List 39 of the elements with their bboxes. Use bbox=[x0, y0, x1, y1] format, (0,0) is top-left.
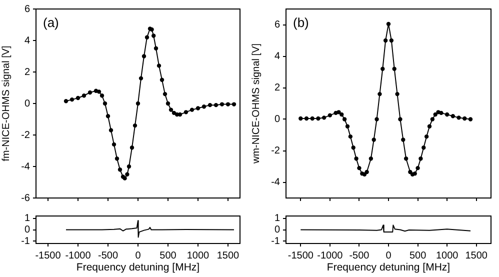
y-tick-label: 1 bbox=[24, 213, 30, 224]
x-tick-label: -1000 bbox=[65, 250, 92, 262]
y-tick-label: 0 bbox=[24, 224, 30, 236]
x-tick-label: 1000 bbox=[186, 250, 210, 262]
x-tick-label: -1500 bbox=[35, 250, 62, 262]
y-tick-label: 2 bbox=[24, 66, 30, 78]
y-tick-label: 4 bbox=[274, 51, 280, 62]
x-tick-label: 0 bbox=[135, 250, 142, 262]
y-tick-label: 4 bbox=[24, 35, 30, 46]
y-tick-label: 1 bbox=[274, 213, 280, 224]
x-tick-label: 1500 bbox=[216, 250, 240, 262]
x-tick-label: -500 bbox=[98, 250, 118, 262]
y-axis-title: wm-NICE-OHMS signal [V] bbox=[250, 43, 262, 165]
y-tick-label: -4 bbox=[21, 161, 30, 172]
x-axis-title: Frequency detuning [MHz] bbox=[326, 262, 450, 274]
y-tick-label: 0 bbox=[274, 114, 280, 125]
x-tick-label: 500 bbox=[409, 250, 427, 262]
y-tick-label: 0 bbox=[24, 98, 30, 110]
y-tick-label: -1 bbox=[21, 236, 30, 247]
x-tick-label: 1000 bbox=[436, 250, 459, 262]
annotation: (a) bbox=[43, 15, 59, 30]
y-axis-title: fm-NICE-OHMS signal [V] bbox=[0, 45, 12, 162]
x-tick-label: -1000 bbox=[317, 250, 344, 262]
x-tick-label: -500 bbox=[349, 250, 370, 262]
x-tick-label: 1500 bbox=[465, 250, 488, 262]
x-tick-label: -1500 bbox=[288, 250, 314, 262]
x-axis-title: Frequency detuning [MHz] bbox=[76, 262, 200, 274]
y-tick-label: 0 bbox=[274, 224, 280, 236]
y-tick-label: -2 bbox=[21, 130, 30, 141]
x-tick-label: 500 bbox=[160, 250, 177, 262]
y-tick-label: -2 bbox=[271, 146, 280, 156]
y-tick-label: 6 bbox=[24, 4, 30, 15]
y-tick-label: 2 bbox=[274, 82, 280, 94]
y-tick-label: 6 bbox=[274, 20, 280, 30]
y-tick-label: -4 bbox=[271, 177, 280, 188]
y-tick-label: -1 bbox=[271, 236, 280, 247]
y-tick-label: -6 bbox=[21, 192, 30, 204]
x-tick-label: 0 bbox=[386, 250, 392, 262]
annotation: (b) bbox=[293, 15, 309, 30]
